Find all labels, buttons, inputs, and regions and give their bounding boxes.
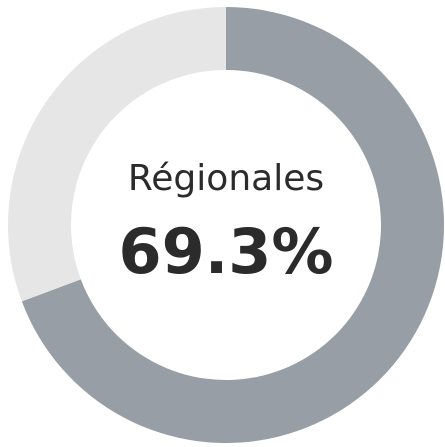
category-label: Régionales [128, 158, 324, 199]
donut-segment [21, 7, 445, 443]
donut-segment [7, 7, 226, 302]
value-label: 69.3% [118, 215, 333, 288]
